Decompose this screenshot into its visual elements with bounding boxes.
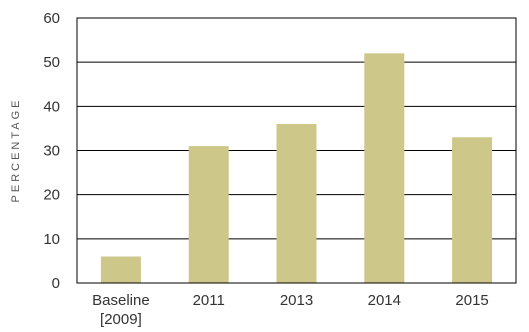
x-category-label: 2015 <box>455 292 488 309</box>
y-tick-label: 60 <box>43 10 60 27</box>
y-tick-label: 0 <box>52 275 60 292</box>
bar <box>100 256 141 283</box>
bar <box>364 53 405 284</box>
y-tick-label: 40 <box>43 98 60 115</box>
plot-border <box>76 17 517 284</box>
y-tick-label: 50 <box>43 54 60 71</box>
bar <box>188 146 229 283</box>
x-category-label: [2009] <box>100 311 142 328</box>
y-tick-label: 30 <box>43 143 60 160</box>
bars <box>100 53 493 284</box>
x-category-label: 2014 <box>368 292 401 309</box>
y-tick-label: 10 <box>43 231 60 248</box>
x-category-labels: Baseline [2009] 2011 2013 2014 2015 <box>92 292 489 328</box>
x-category-label: 2011 <box>193 292 225 309</box>
bar <box>452 137 493 283</box>
y-tick-label: 20 <box>43 187 60 204</box>
y-tick-labels: 0 10 20 30 40 50 60 <box>43 10 60 292</box>
x-category-label: Baseline <box>92 292 150 309</box>
bar <box>276 124 317 283</box>
y-axis-title: PERCENTAGE <box>10 98 22 203</box>
x-category-label: 2013 <box>280 292 313 309</box>
plot-frame <box>76 17 517 284</box>
